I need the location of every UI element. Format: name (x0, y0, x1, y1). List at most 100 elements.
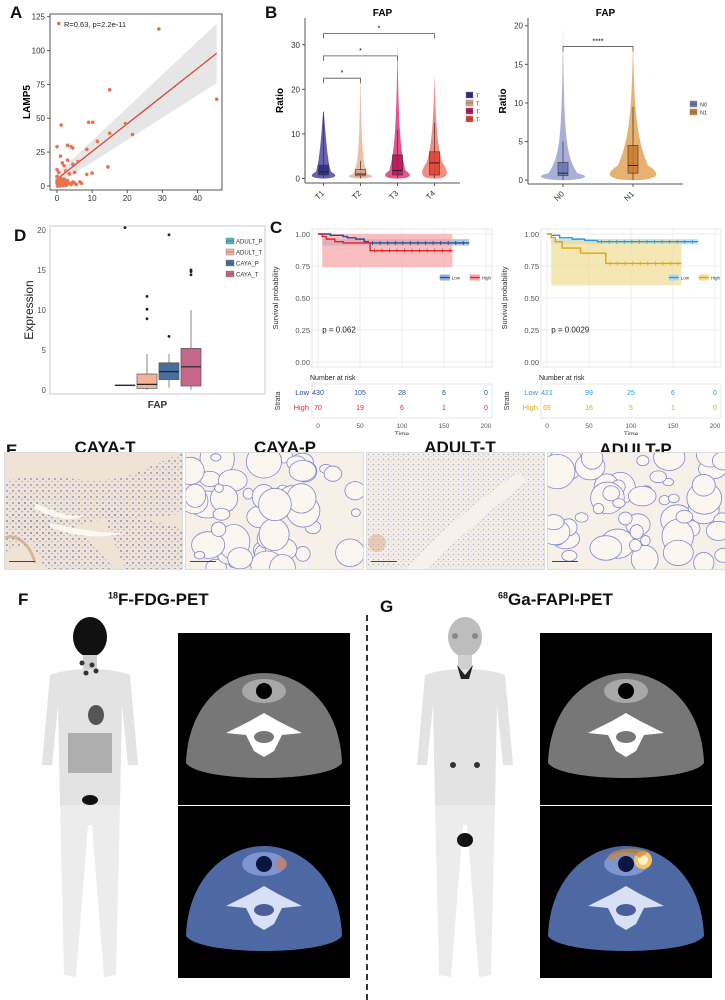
scatter-plot-lamp5-vs-fap: 0 25 50 75 100 125 0 10 20 30 40 R=0.63, p=2.2e-11 F… (22, 13, 223, 205)
svg-text:FAP: FAP (120, 204, 140, 205)
panel-label-d: D (14, 226, 27, 245)
svg-text:10: 10 (291, 130, 300, 139)
svg-text:0: 0 (316, 423, 320, 430)
svg-text:15: 15 (514, 60, 523, 69)
svg-text:0.00: 0.00 (295, 358, 310, 367)
section-divider (366, 615, 368, 1000)
svg-text:p = 0.0029: p = 0.0029 (551, 326, 590, 335)
svg-text:p = 0.062: p = 0.062 (322, 326, 356, 335)
pet-title-fapi: 68Ga-FAPI-PET (498, 590, 613, 609)
svg-text:CAYA_T: CAYA_T (236, 273, 259, 279)
svg-text:R=0.63, p=2.2e-11: R=0.63, p=2.2e-11 (64, 20, 126, 29)
svg-text:430: 430 (312, 390, 324, 397)
svg-text:20: 20 (291, 85, 300, 94)
km-curve-right: 0.00 0.25 0.50 0.75 1.00 Survival probability… (500, 228, 722, 435)
svg-text:50: 50 (356, 423, 364, 430)
svg-text:1: 1 (442, 405, 446, 412)
svg-text:0.75: 0.75 (295, 262, 310, 271)
histology-image-caya-t (4, 452, 183, 570)
svg-text:Time: Time (395, 431, 410, 435)
svg-text:19: 19 (356, 405, 364, 412)
ihc-stain-follicles-icon (548, 453, 725, 569)
svg-text:6: 6 (442, 390, 446, 397)
svg-text:125: 125 (32, 13, 46, 22)
pet-ct-fusion-fapi-icon (540, 806, 712, 978)
svg-text:CAYA_P: CAYA_P (236, 262, 259, 268)
histology-image-adult-p (547, 452, 725, 570)
pet-title-fdg: 18F-FDG-PET (108, 590, 209, 609)
svg-text:105: 105 (354, 390, 366, 397)
svg-text:T1: T1 (476, 94, 480, 100)
svg-text:25: 25 (36, 148, 45, 157)
svg-text:0: 0 (41, 182, 46, 191)
svg-text:10: 10 (37, 306, 46, 315)
panel-label-a: A (10, 3, 23, 22)
svg-text:1: 1 (671, 405, 675, 412)
ct-axial-neck-icon (178, 633, 350, 805)
svg-text:10: 10 (88, 194, 97, 203)
svg-text:0.50: 0.50 (524, 294, 539, 303)
svg-text:0.25: 0.25 (295, 326, 310, 335)
ihc-stain-tumor-icon (367, 453, 544, 569)
svg-text:ADULT_T: ADULT_T (236, 251, 263, 257)
svg-text:20: 20 (37, 226, 46, 235)
scale-bar (552, 561, 578, 565)
svg-text:Survival probability: Survival probability (500, 266, 509, 329)
boxplot-fap-expression: 0 5 10 15 20 FAP Expression ADULT_P ADULT_T CAYA_… (22, 225, 266, 411)
svg-text:1.00: 1.00 (524, 230, 539, 239)
svg-text:200: 200 (481, 423, 492, 430)
svg-text:Number at risk: Number at risk (539, 375, 585, 382)
svg-text:30: 30 (291, 41, 300, 50)
svg-text:0: 0 (42, 386, 47, 395)
svg-text:0: 0 (484, 405, 488, 412)
svg-text:Number at risk: Number at risk (310, 375, 356, 382)
svg-text:5: 5 (519, 138, 524, 147)
svg-text:T4: T4 (476, 118, 480, 124)
svg-text:High: High (482, 276, 492, 281)
svg-text:High: High (523, 403, 538, 412)
svg-text:10: 10 (514, 99, 523, 108)
svg-text:6: 6 (671, 390, 675, 397)
svg-text:421: 421 (541, 390, 553, 397)
svg-text:N0: N0 (700, 103, 707, 109)
svg-text:Time: Time (624, 431, 639, 435)
svg-text:N1: N1 (700, 111, 707, 117)
svg-text:Low: Low (452, 276, 461, 281)
panel-label-c: C (270, 218, 283, 237)
svg-text:0: 0 (484, 390, 488, 397)
svg-text:LAMP5: LAMP5 (22, 85, 33, 119)
panel-label-b: B (265, 3, 278, 22)
svg-text:*: * (378, 26, 381, 33)
svg-text:Low: Low (295, 388, 309, 397)
panel-label-g: G (380, 597, 394, 616)
svg-text:200: 200 (710, 423, 721, 430)
scale-bar (371, 561, 397, 565)
svg-text:0.50: 0.50 (295, 294, 310, 303)
svg-text:0: 0 (713, 390, 717, 397)
svg-text:70: 70 (314, 405, 322, 412)
svg-text:20: 20 (123, 194, 132, 203)
svg-text:100: 100 (32, 47, 46, 56)
panel-label-e: E (6, 441, 18, 460)
svg-text:FAP: FAP (373, 8, 393, 19)
svg-text:0: 0 (55, 194, 60, 203)
svg-text:Ratio: Ratio (275, 88, 286, 113)
km-curve-left: 0.00 0.25 0.50 0.75 1.00 Survival probability… (271, 228, 493, 435)
ihc-stain-tumor-icon (5, 453, 182, 569)
svg-text:40: 40 (193, 194, 202, 203)
ct-axial-neck-icon (540, 633, 712, 805)
svg-text:T2: T2 (476, 102, 480, 108)
svg-text:150: 150 (439, 423, 450, 430)
svg-text:16: 16 (585, 405, 593, 412)
svg-text:Expression: Expression (22, 280, 36, 339)
panel-label-f: F (18, 590, 29, 609)
svg-text:20: 20 (514, 22, 523, 31)
svg-text:75: 75 (36, 80, 45, 89)
svg-text:*: * (359, 48, 362, 55)
svg-text:65: 65 (543, 405, 551, 412)
svg-text:6: 6 (400, 405, 404, 412)
whole-body-mip-fapi-icon (417, 617, 513, 977)
svg-text:****: **** (593, 39, 604, 46)
